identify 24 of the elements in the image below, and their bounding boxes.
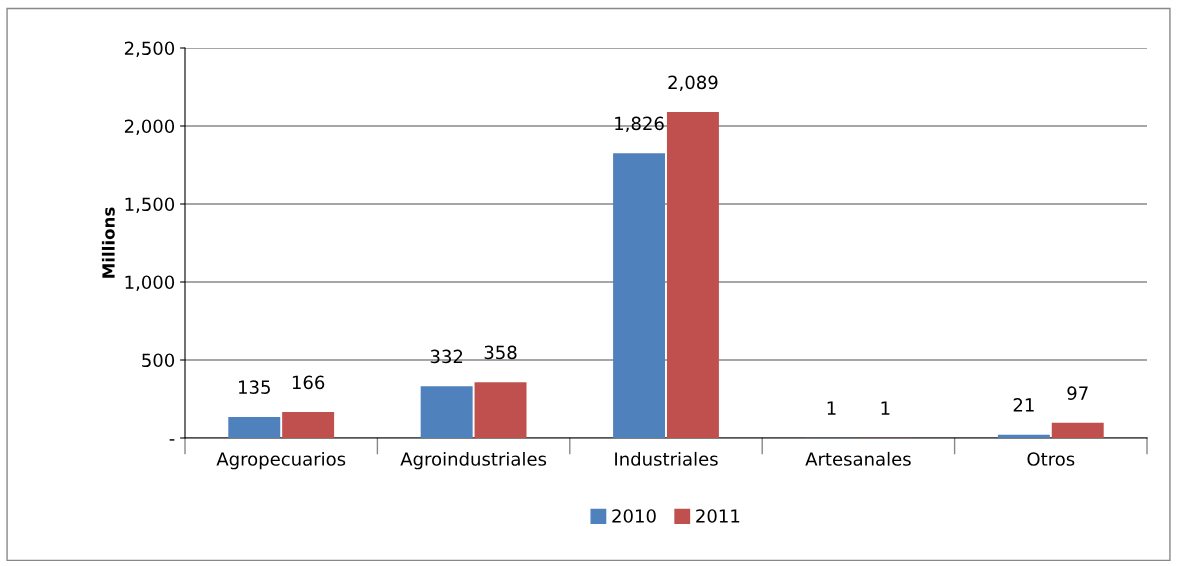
data-label: 1 <box>881 401 890 415</box>
data-label: 332 <box>430 349 463 364</box>
data-label: 135 <box>239 380 270 394</box>
data-label: 21 <box>1013 398 1034 412</box>
x-tick-label: Otros <box>1027 452 1075 466</box>
data-label: 358 <box>484 345 517 360</box>
x-tick-label: Industriales <box>615 451 718 466</box>
y-axis-title: Millions <box>101 207 115 278</box>
y-tick-label: 1,000 <box>125 275 175 291</box>
y-tick-label: 500 <box>142 353 175 368</box>
x-tick-label: Agroindustriales <box>400 451 547 470</box>
y-tick-label: - <box>169 439 175 441</box>
data-label: 97 <box>1067 386 1088 400</box>
legend-label: 2011 <box>696 509 740 523</box>
data-label: 1 <box>827 401 836 415</box>
data-label: 166 <box>292 375 325 390</box>
data-label: 2,089 <box>668 75 718 92</box>
legend-label: 2010 <box>612 509 656 523</box>
y-tick-label: 2,500 <box>124 41 175 57</box>
x-tick-label: Artesanales <box>805 451 911 466</box>
x-tick-label: Agropecuarios <box>216 451 346 470</box>
y-tick-label: 2,000 <box>124 119 175 135</box>
data-label: 1,826 <box>615 116 664 133</box>
y-tick-label: 1,500 <box>125 197 175 213</box>
